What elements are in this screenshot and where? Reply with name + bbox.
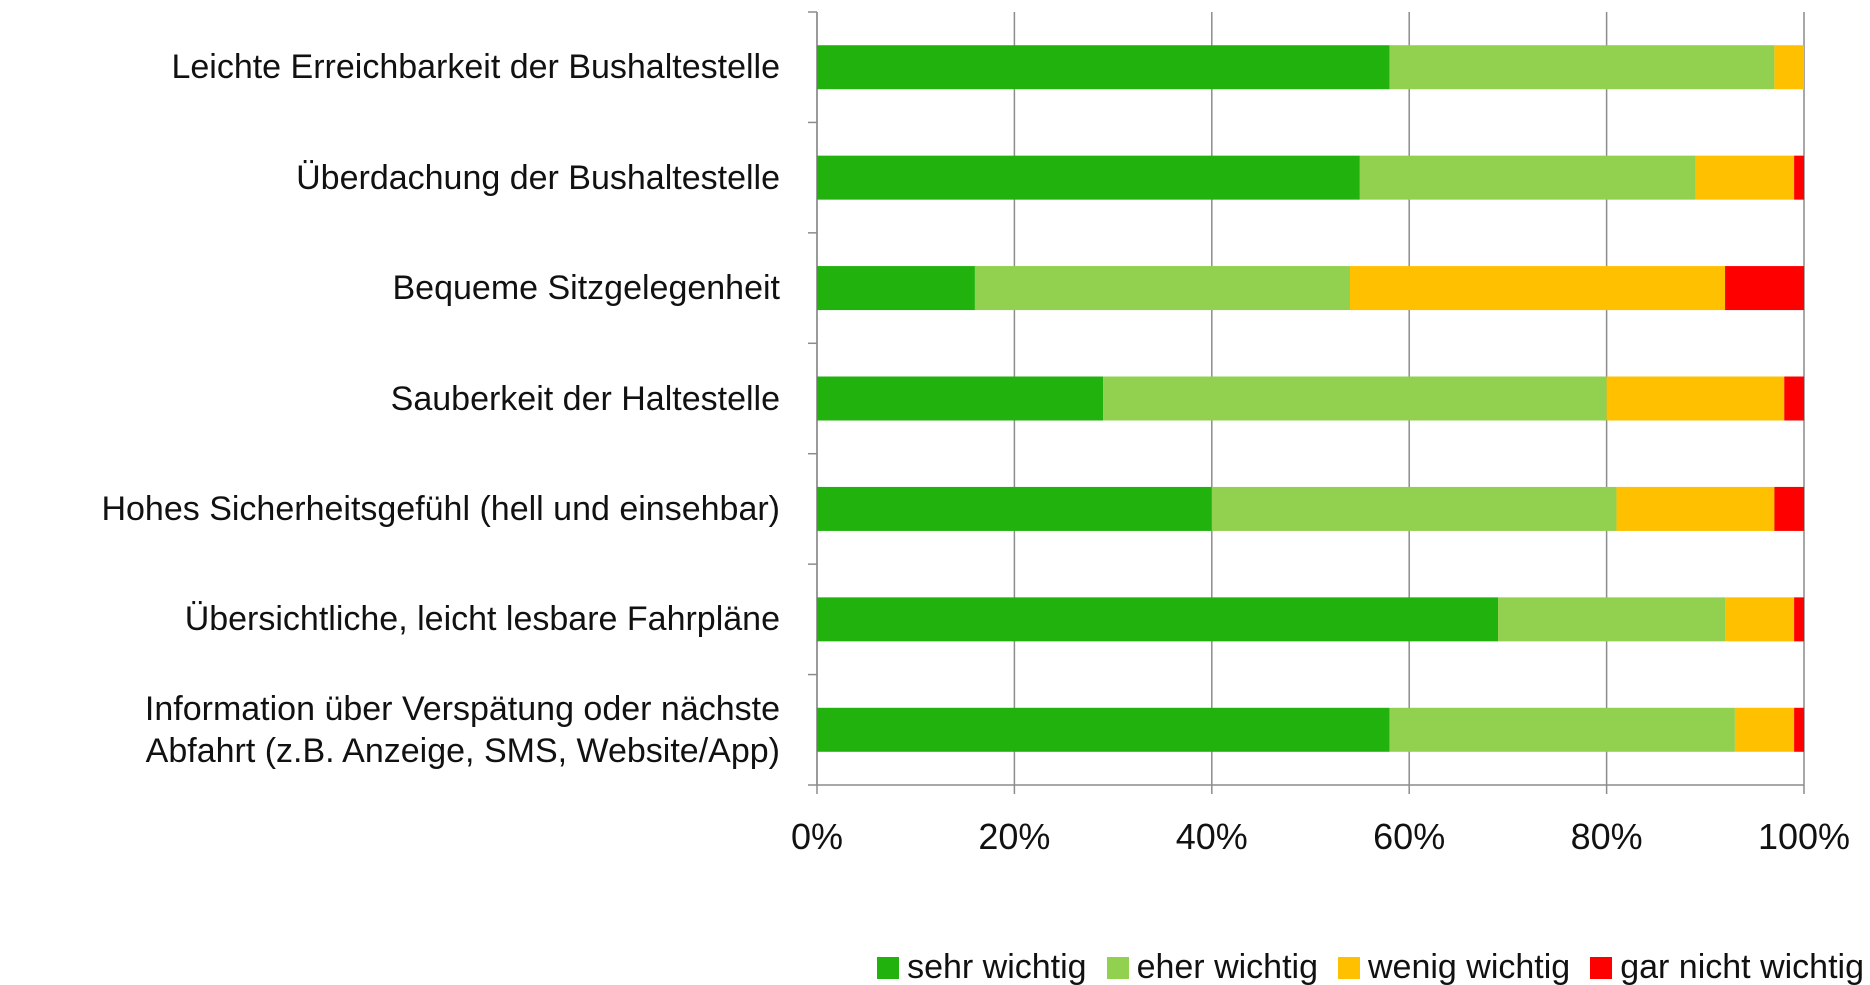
bar-segment: [974, 266, 1350, 311]
bar-segment: [1794, 707, 1804, 752]
bar-segment: [817, 486, 1212, 531]
bar-segment: [1725, 597, 1795, 642]
legend-label: gar nicht wichtig: [1620, 948, 1864, 985]
x-tick-label: 40%: [1176, 816, 1248, 857]
bar-segment: [1734, 707, 1795, 752]
bar-segment: [1349, 266, 1726, 311]
bar-segment: [817, 155, 1360, 200]
legend-item: eher wichtig: [1106, 948, 1318, 985]
x-tick-label: 60%: [1373, 816, 1445, 857]
category-label: Überdachung der Bushaltestelle: [296, 158, 780, 197]
bar-segment: [817, 266, 975, 311]
category-label: Übersichtliche, leicht lesbare Fahrpläne: [184, 600, 780, 639]
category-label: Leichte Erreichbarkeit der Bushaltestell…: [171, 48, 780, 87]
legend: sehr wichtig eher wichtig wenig wichtig gar…: [877, 948, 1864, 985]
bar-segment: [1794, 597, 1804, 642]
x-tick-label: 80%: [1571, 816, 1643, 857]
legend-swatch: [1590, 956, 1613, 979]
bar-segment: [817, 376, 1104, 421]
legend-label: wenig wichtig: [1368, 948, 1571, 985]
legend-item: gar nicht wichtig: [1590, 948, 1864, 985]
bar-segment: [1389, 45, 1775, 90]
bar-segment: [1725, 266, 1804, 311]
bar-segment: [1774, 45, 1804, 90]
legend-item: wenig wichtig: [1338, 948, 1570, 985]
legend-label: eher wichtig: [1136, 948, 1318, 985]
bar-segment: [1211, 486, 1617, 531]
legend-item: sehr wichtig: [877, 948, 1087, 985]
bar-segment: [1389, 707, 1735, 752]
legend-swatch: [877, 956, 900, 979]
category-label: Information über Verspätung oder nächste…: [144, 689, 780, 770]
bar-segment: [817, 597, 1499, 642]
category-label: Bequeme Sitzgelegenheit: [392, 269, 781, 308]
legend-label: sehr wichtig: [907, 948, 1087, 985]
category-label: Hohes Sicherheitsgefühl (hell und einseh…: [101, 489, 780, 528]
legend-swatch: [1338, 956, 1360, 979]
bar-segment: [1774, 486, 1804, 531]
bar-segment: [1359, 155, 1696, 200]
bar-segment: [1794, 155, 1804, 200]
x-tick-label: 0%: [791, 816, 843, 857]
bar-segment: [1606, 376, 1785, 421]
bar-segment: [817, 45, 1390, 90]
bar-segment: [1695, 155, 1795, 200]
legend-swatch: [1106, 956, 1129, 979]
category-label: Sauberkeit der Haltestelle: [390, 379, 780, 418]
bar-segment: [1103, 376, 1607, 421]
x-tick-label: 20%: [978, 816, 1050, 857]
bar-segment: [1498, 597, 1726, 642]
bar-segment: [1616, 486, 1775, 531]
bar-segment: [817, 707, 1390, 752]
x-tick-label: 100%: [1758, 816, 1850, 857]
bar-segment: [1784, 376, 1804, 421]
